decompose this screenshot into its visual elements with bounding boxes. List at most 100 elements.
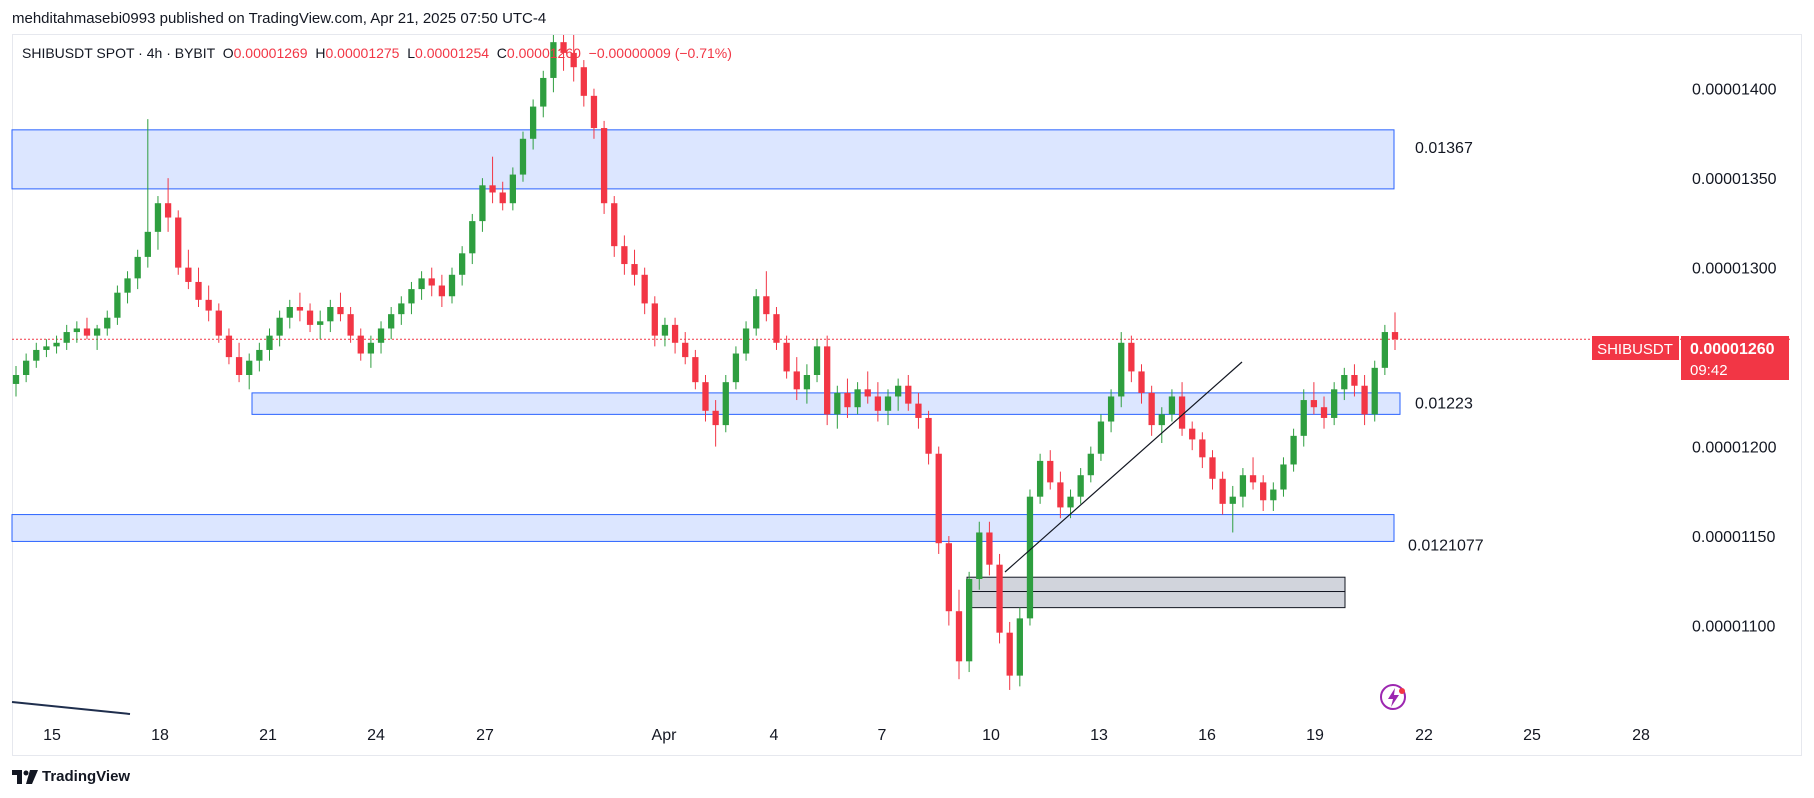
x-tick-label: 19 [1306,727,1324,744]
y-tick-label: 0.00001100 [1692,619,1775,636]
candle [915,392,922,429]
candle [246,353,253,390]
candle [1280,457,1287,497]
candle [895,378,902,411]
candle [175,210,182,275]
zone-3[interactable] [11,514,1395,542]
x-tick-label: 21 [259,727,277,744]
legend-open-key: O [222,45,234,61]
y-tick-label: 0.00001400 [1692,82,1777,99]
legend-close-key: C [496,45,507,61]
candle [33,342,40,368]
candle [976,521,983,590]
candle [590,88,598,139]
candle [83,317,91,340]
candle [1047,450,1054,490]
y-tick-label: 0.00001350 [1692,171,1777,188]
candle [1391,312,1399,350]
x-tick-label: Apr [652,727,678,744]
x-tick-label: 13 [1090,727,1108,744]
candle [205,285,212,322]
candle [215,303,222,343]
candle [509,167,516,211]
legend-low-key: L [407,45,416,61]
candle [1097,414,1105,461]
price-badge-price: 0.00001260 [1690,341,1775,358]
candle [1168,389,1176,422]
x-tick-label: 16 [1198,727,1216,744]
x-tick-label: 22 [1415,727,1433,744]
candle [438,274,446,307]
candle [73,321,80,343]
candlestick-chart[interactable]: 0.000014000.000013500.000013000.00001250… [0,0,1814,760]
candles-layer [12,35,1399,690]
lightning-icon[interactable] [1380,684,1406,710]
candle [448,267,456,304]
trend-line-lower-left[interactable] [11,701,131,715]
candle [1290,428,1297,472]
y-tick-label: 0.00001200 [1692,440,1777,457]
legend-symbol: SHIBUSDT SPOT · 4h · BYBIT [22,45,215,61]
time-axis[interactable]: 15 18 21 24 27 Apr 4 7 10 13 16 19 22 25 28 [43,727,1650,744]
gray-zone-2[interactable] [966,591,1346,609]
legend-low: 0.00001254 [415,45,490,61]
candle [1016,607,1023,687]
zone-1[interactable] [11,129,1395,190]
x-tick-label: 7 [878,727,887,744]
candle [600,120,608,214]
candle [712,400,719,447]
candle [661,317,669,347]
x-tick-label: 24 [367,727,385,744]
candle [682,332,689,365]
candle [144,119,151,268]
gray-zones-layer [966,576,1346,609]
candle [1381,324,1389,375]
candle [844,378,851,418]
candle [12,366,20,397]
candle [1006,621,1013,690]
candle [418,271,425,300]
price-badge-countdown: 09:42 [1690,362,1728,379]
candle [864,371,871,404]
candle [63,324,70,350]
candle [692,349,699,390]
candle [1229,485,1236,533]
candle [621,235,628,275]
candle [388,307,395,340]
zone-label-1: 0.01367 [1415,140,1473,157]
candle [327,299,334,333]
gray-zone-1[interactable] [966,576,1346,593]
candle [408,281,415,315]
zones-layer [11,129,1401,542]
candle [489,156,496,204]
candle [813,339,821,383]
legend-change: −0.00000009 (−0.71%) [588,45,732,61]
candle [185,249,192,290]
candle [337,292,344,322]
x-tick-label: 4 [770,727,779,744]
candle [773,307,780,350]
candle [286,299,293,329]
candle [965,571,973,673]
candle [1341,367,1348,401]
candle [1371,360,1378,422]
candle [43,339,50,358]
candle [945,536,952,626]
zone-label-3: 0.0121077 [1408,537,1484,554]
candle [367,335,375,368]
candle [550,35,557,93]
tradingview-brand[interactable]: TradingView [12,768,130,785]
zone-labels: 0.01367 0.01223 0.0121077 [1408,140,1484,555]
candle [1036,453,1044,504]
candle [1219,471,1226,515]
candle [671,317,679,354]
y-tick-label: 0.00001300 [1692,261,1777,278]
candle [1138,364,1145,404]
candle [377,321,385,354]
trend-line[interactable] [1004,361,1243,573]
candle [235,342,243,383]
candle [1057,471,1064,519]
candle [1300,389,1307,447]
candle [783,335,790,379]
x-tick-label: 28 [1632,727,1650,744]
